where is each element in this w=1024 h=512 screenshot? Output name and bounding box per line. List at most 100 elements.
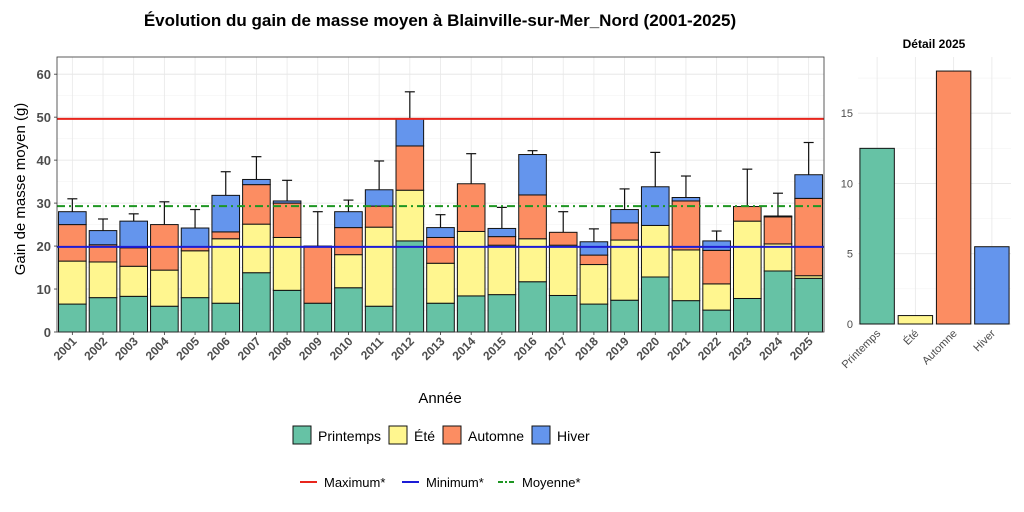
- bar-segment-2013-printemps: [426, 302, 455, 333]
- legend-swatch: [388, 425, 408, 445]
- bar-segment-2024-été: [763, 243, 793, 272]
- x-tick-label-2021: 2021: [664, 334, 693, 363]
- side-bar-été: [897, 315, 934, 325]
- x-tick-label-2018: 2018: [572, 334, 601, 363]
- bar-segment-2010-printemps: [334, 287, 363, 333]
- bar-segment-2019-été: [610, 239, 639, 301]
- bar-segment-2022-hiver: [702, 240, 731, 251]
- x-tick-label-2013: 2013: [419, 334, 448, 363]
- bar-segment-2013-hiver: [426, 227, 455, 238]
- error-bar-2019: [619, 188, 630, 210]
- bar-segment-2014-été: [456, 230, 486, 297]
- bar-segment-2005-été: [180, 250, 210, 299]
- bar-segment-2010-automne: [334, 227, 363, 256]
- main-x-axis-label: Année: [418, 390, 461, 407]
- bar-segment-2025-printemps: [794, 277, 823, 333]
- main-bars: [58, 118, 823, 333]
- bar-segment-2009-printemps: [303, 302, 333, 333]
- x-tick-label-2012: 2012: [388, 334, 417, 363]
- error-bar-2012: [404, 91, 415, 119]
- error-bar-2007: [251, 156, 262, 180]
- error-bar-2023: [742, 168, 753, 207]
- bar-segment-2001-printemps: [58, 303, 87, 333]
- bar-segment-2008-été: [272, 236, 302, 291]
- bar-segment-2015-automne: [487, 236, 517, 246]
- bar-segment-2017-printemps: [548, 294, 578, 333]
- bar-segment-2015-hiver: [487, 227, 517, 238]
- bar-segment-2006-hiver: [211, 194, 241, 233]
- x-tick-label-2003: 2003: [112, 334, 141, 363]
- y-tick-label: 40: [37, 153, 51, 168]
- main-y-tick-labels: 0 10 20 30 40 50 60: [37, 67, 57, 340]
- error-bar-2014: [466, 153, 477, 184]
- bar-segment-2011-hiver: [364, 189, 394, 207]
- bar-segment-2010-hiver: [334, 211, 363, 229]
- bar-segment-2007-automne: [242, 184, 271, 225]
- legend-swatch: [531, 425, 551, 445]
- error-bar-2002: [98, 218, 109, 231]
- bar-segment-2022-automne: [702, 249, 731, 285]
- legend-item-minimum: Minimum*: [402, 475, 484, 490]
- bar-segment-2012-hiver: [395, 118, 425, 147]
- y-tick-label: 10: [37, 282, 51, 297]
- bar-segment-2019-hiver: [610, 209, 639, 224]
- x-tick-label-2020: 2020: [634, 334, 663, 363]
- side-bar-printemps: [859, 147, 895, 325]
- x-tick-label-2005: 2005: [173, 334, 202, 363]
- legend-item-hiver: Hiver: [531, 425, 590, 445]
- bar-segment-2025-hiver: [794, 174, 823, 199]
- bar-segment-2003-automne: [119, 247, 149, 267]
- legend-label: Hiver: [557, 428, 590, 444]
- x-tick-label-2002: 2002: [81, 334, 110, 363]
- bar-segment-2012-printemps: [395, 240, 425, 333]
- x-tick-label-2016: 2016: [511, 334, 540, 363]
- error-bar-2018: [588, 228, 599, 242]
- error-bar-2017: [558, 211, 569, 233]
- bar-segment-2001-automne: [58, 224, 87, 262]
- error-bar-2003: [128, 213, 139, 222]
- main-x-tick-labels: 2001 2002 2003 2004 2005 2006 2007 2008 2009 2010…: [51, 332, 816, 363]
- bar-segment-2006-automne: [211, 231, 241, 240]
- main-chart-title: Évolution du gain de masse moyen à Blain…: [144, 11, 736, 30]
- bar-segment-2007-été: [242, 223, 271, 274]
- side-y-tick-label: 5: [847, 249, 853, 261]
- error-bar-2009: [312, 211, 323, 247]
- side-x-tick-label-automne: Automne: [920, 328, 960, 368]
- x-tick-label-2011: 2011: [358, 334, 387, 363]
- bar-segment-2018-automne: [579, 254, 609, 266]
- bar-segment-2015-été: [487, 244, 517, 296]
- error-bar-2016: [527, 150, 538, 155]
- x-tick-label-2022: 2022: [695, 334, 724, 363]
- bar-segment-2012-été: [395, 189, 425, 242]
- legend-label: Été: [414, 428, 435, 444]
- bar-segment-2002-été: [88, 261, 118, 299]
- error-bar-2006: [220, 171, 231, 196]
- x-tick-label-2019: 2019: [603, 334, 632, 363]
- legend-label: Moyenne*: [522, 475, 581, 490]
- y-tick-label: 50: [37, 110, 51, 125]
- bar-segment-2008-automne: [272, 202, 302, 238]
- error-bar-2001: [67, 198, 78, 212]
- bar-segment-2025-automne: [794, 197, 823, 277]
- bar-segment-2002-hiver: [88, 230, 118, 246]
- bar-segment-2016-hiver: [518, 154, 547, 196]
- y-tick-label: 20: [37, 239, 51, 254]
- error-bar-2024: [772, 192, 783, 216]
- x-tick-label-2009: 2009: [296, 334, 325, 363]
- x-tick-label-2015: 2015: [480, 334, 509, 363]
- legend-label: Printemps: [318, 428, 381, 444]
- bar-segment-2022-été: [702, 283, 731, 311]
- y-tick-label: 30: [37, 196, 51, 211]
- bar-segment-2007-hiver: [242, 178, 271, 186]
- bar-segment-2021-automne: [671, 200, 701, 251]
- legend-item-été: Été: [388, 425, 435, 445]
- x-tick-label-2008: 2008: [265, 334, 294, 363]
- error-bar-2022: [711, 230, 722, 241]
- error-bar-2020: [650, 151, 661, 187]
- bar-segment-2009-automne: [303, 245, 333, 304]
- legend-label: Automne: [468, 428, 524, 444]
- bar-segment-2011-printemps: [364, 305, 394, 333]
- error-bar-2005: [190, 208, 201, 229]
- legend-item-maximum: Maximum*: [300, 475, 385, 490]
